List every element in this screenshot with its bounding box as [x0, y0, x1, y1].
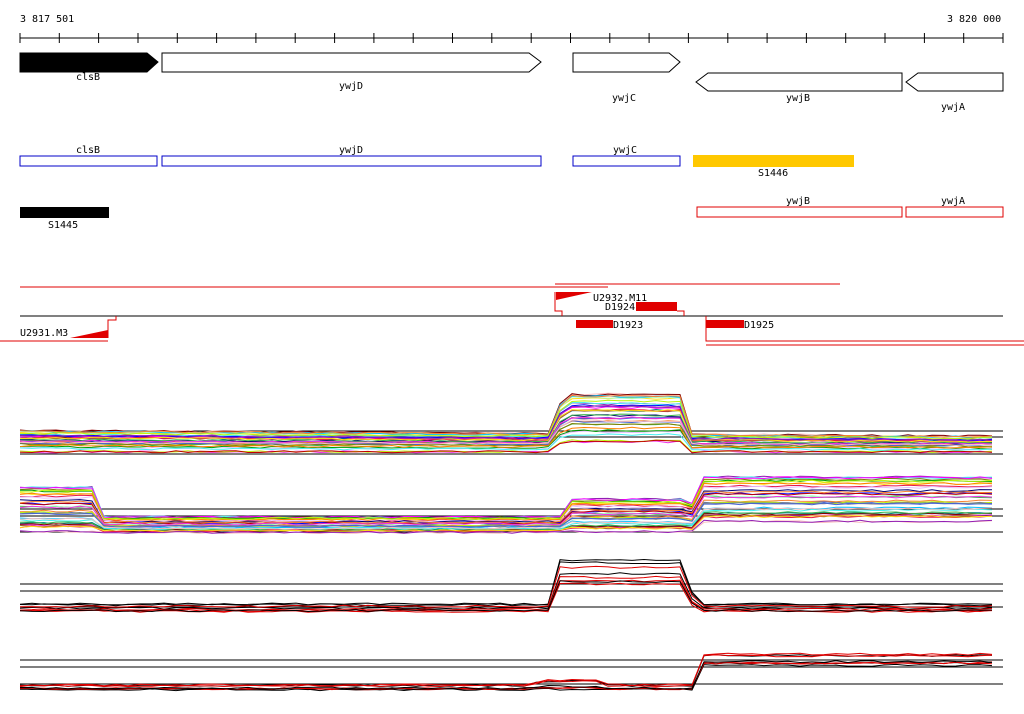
probe-label-U2931.M3: U2931.M3 — [20, 328, 68, 339]
panel3-trace — [19, 575, 993, 611]
panel1-trace — [19, 422, 993, 448]
panel4-trace — [19, 663, 993, 692]
blue-label-ywjC: ywjC — [613, 145, 637, 156]
panel1-trace — [19, 409, 993, 443]
probe-bar-D1923[interactable] — [576, 320, 613, 328]
panel1-trace — [19, 397, 993, 439]
panel1-trace — [19, 433, 993, 451]
probe-step-U2932 — [554, 292, 563, 316]
panel-4-traces — [19, 652, 993, 692]
coordinate-ruler: 3 817 501 3 820 000 — [19, 14, 1004, 43]
panel2-trace — [19, 519, 993, 534]
panel3-trace — [19, 580, 993, 613]
panel-1-traces — [19, 392, 993, 454]
gene-arrow-ywjA[interactable] — [905, 72, 1004, 92]
segment-bar-S1445[interactable] — [20, 207, 109, 218]
panel2-trace — [19, 515, 993, 533]
panel1-trace — [19, 405, 993, 442]
probe-triangle-U2931.M3[interactable] — [70, 330, 108, 338]
segment-label-S1445: S1445 — [48, 220, 78, 231]
panel1-trace — [19, 416, 993, 446]
expression-panel-3 — [19, 558, 1003, 613]
panel4-trace — [19, 652, 993, 687]
red-label-ywjB: ywjB — [786, 196, 810, 207]
segment-bar-S1446[interactable] — [693, 155, 854, 167]
red-box-ywjB[interactable] — [696, 206, 903, 218]
expression-profiles — [19, 392, 1003, 692]
gene-label-ywjA: ywjA — [941, 102, 965, 113]
expression-panel-4 — [19, 652, 1003, 692]
ruler-start-label: 3 817 501 — [20, 14, 74, 25]
blue-box-clsB[interactable] — [19, 155, 158, 167]
panel-3-traces — [19, 558, 993, 613]
gene-arrow-ywjC[interactable] — [572, 52, 681, 73]
panel1-trace — [20, 413, 993, 445]
panel2-trace — [19, 482, 993, 521]
expression-panel-2 — [19, 475, 1003, 535]
segment-label-S1446: S1446 — [758, 168, 788, 179]
gene-arrow-ywjD[interactable] — [161, 52, 542, 73]
panel3-trace — [19, 558, 993, 606]
blue-annotation-track: clsB ywjD ywjC — [19, 145, 681, 167]
panel1-trace — [19, 419, 993, 447]
gene-track: clsB ywjD ywjC ywjB ywjA — [19, 52, 1004, 113]
blue-label-clsB: clsB — [76, 145, 100, 156]
panel-2-traces — [19, 475, 993, 535]
red-box-ywjA[interactable] — [905, 206, 1004, 218]
ruler-ticks — [19, 33, 1004, 43]
gene-arrow-ywjB[interactable] — [695, 72, 903, 92]
panel2-trace — [19, 511, 993, 531]
expression-panel-1 — [19, 392, 1003, 455]
panel2-trace — [19, 479, 993, 520]
blue-label-ywjD: ywjD — [339, 145, 363, 156]
red-label-ywjA: ywjA — [941, 196, 965, 207]
probe-track: U2932.M11 D1924 D1923 D1925 U2931.M3 — [0, 283, 1024, 346]
gene-arrow-clsB[interactable] — [19, 52, 159, 73]
probe-step-D1924 — [677, 310, 685, 316]
panel4-trace — [19, 660, 993, 690]
probe-step-D1925 — [705, 316, 1024, 342]
panel2-trace — [19, 507, 993, 530]
probe-bar-D1925[interactable] — [706, 320, 744, 328]
panel1-trace — [19, 399, 992, 440]
red-annotation-track: ywjB ywjA — [696, 196, 1004, 218]
segment-track: S1446 S1445 — [20, 155, 854, 231]
panel1-trace — [19, 396, 993, 439]
panel1-trace — [19, 426, 993, 449]
blue-box-ywjD[interactable] — [161, 155, 542, 167]
gene-label-ywjD: ywjD — [339, 81, 363, 92]
probe-label-D1925: D1925 — [744, 320, 774, 331]
gene-label-clsB: clsB — [76, 72, 100, 83]
panel3-trace — [19, 565, 993, 608]
probe-step-U2931 — [107, 316, 117, 338]
panel2-trace — [19, 490, 992, 524]
probe-label-U2932.M11: U2932.M11 — [593, 293, 647, 304]
gene-label-ywjB: ywjB — [786, 93, 810, 104]
panel4-trace — [19, 654, 993, 688]
panel1-trace — [19, 394, 993, 438]
panel2-trace — [19, 502, 993, 528]
probe-label-D1924: D1924 — [605, 302, 635, 313]
ruler-end-label: 3 820 000 — [947, 14, 1001, 25]
panel1-trace — [19, 439, 993, 454]
panel2-trace — [19, 495, 993, 526]
gene-label-ywjC: ywjC — [612, 93, 636, 104]
probe-bar-D1924[interactable] — [636, 302, 677, 311]
blue-box-ywjC[interactable] — [572, 155, 681, 167]
panel1-trace — [19, 393, 993, 438]
panel2-trace — [19, 499, 993, 527]
panel3-trace — [19, 572, 993, 610]
probe-triangle-U2932.M11[interactable] — [556, 292, 592, 300]
probe-label-D1923: D1923 — [613, 320, 643, 331]
